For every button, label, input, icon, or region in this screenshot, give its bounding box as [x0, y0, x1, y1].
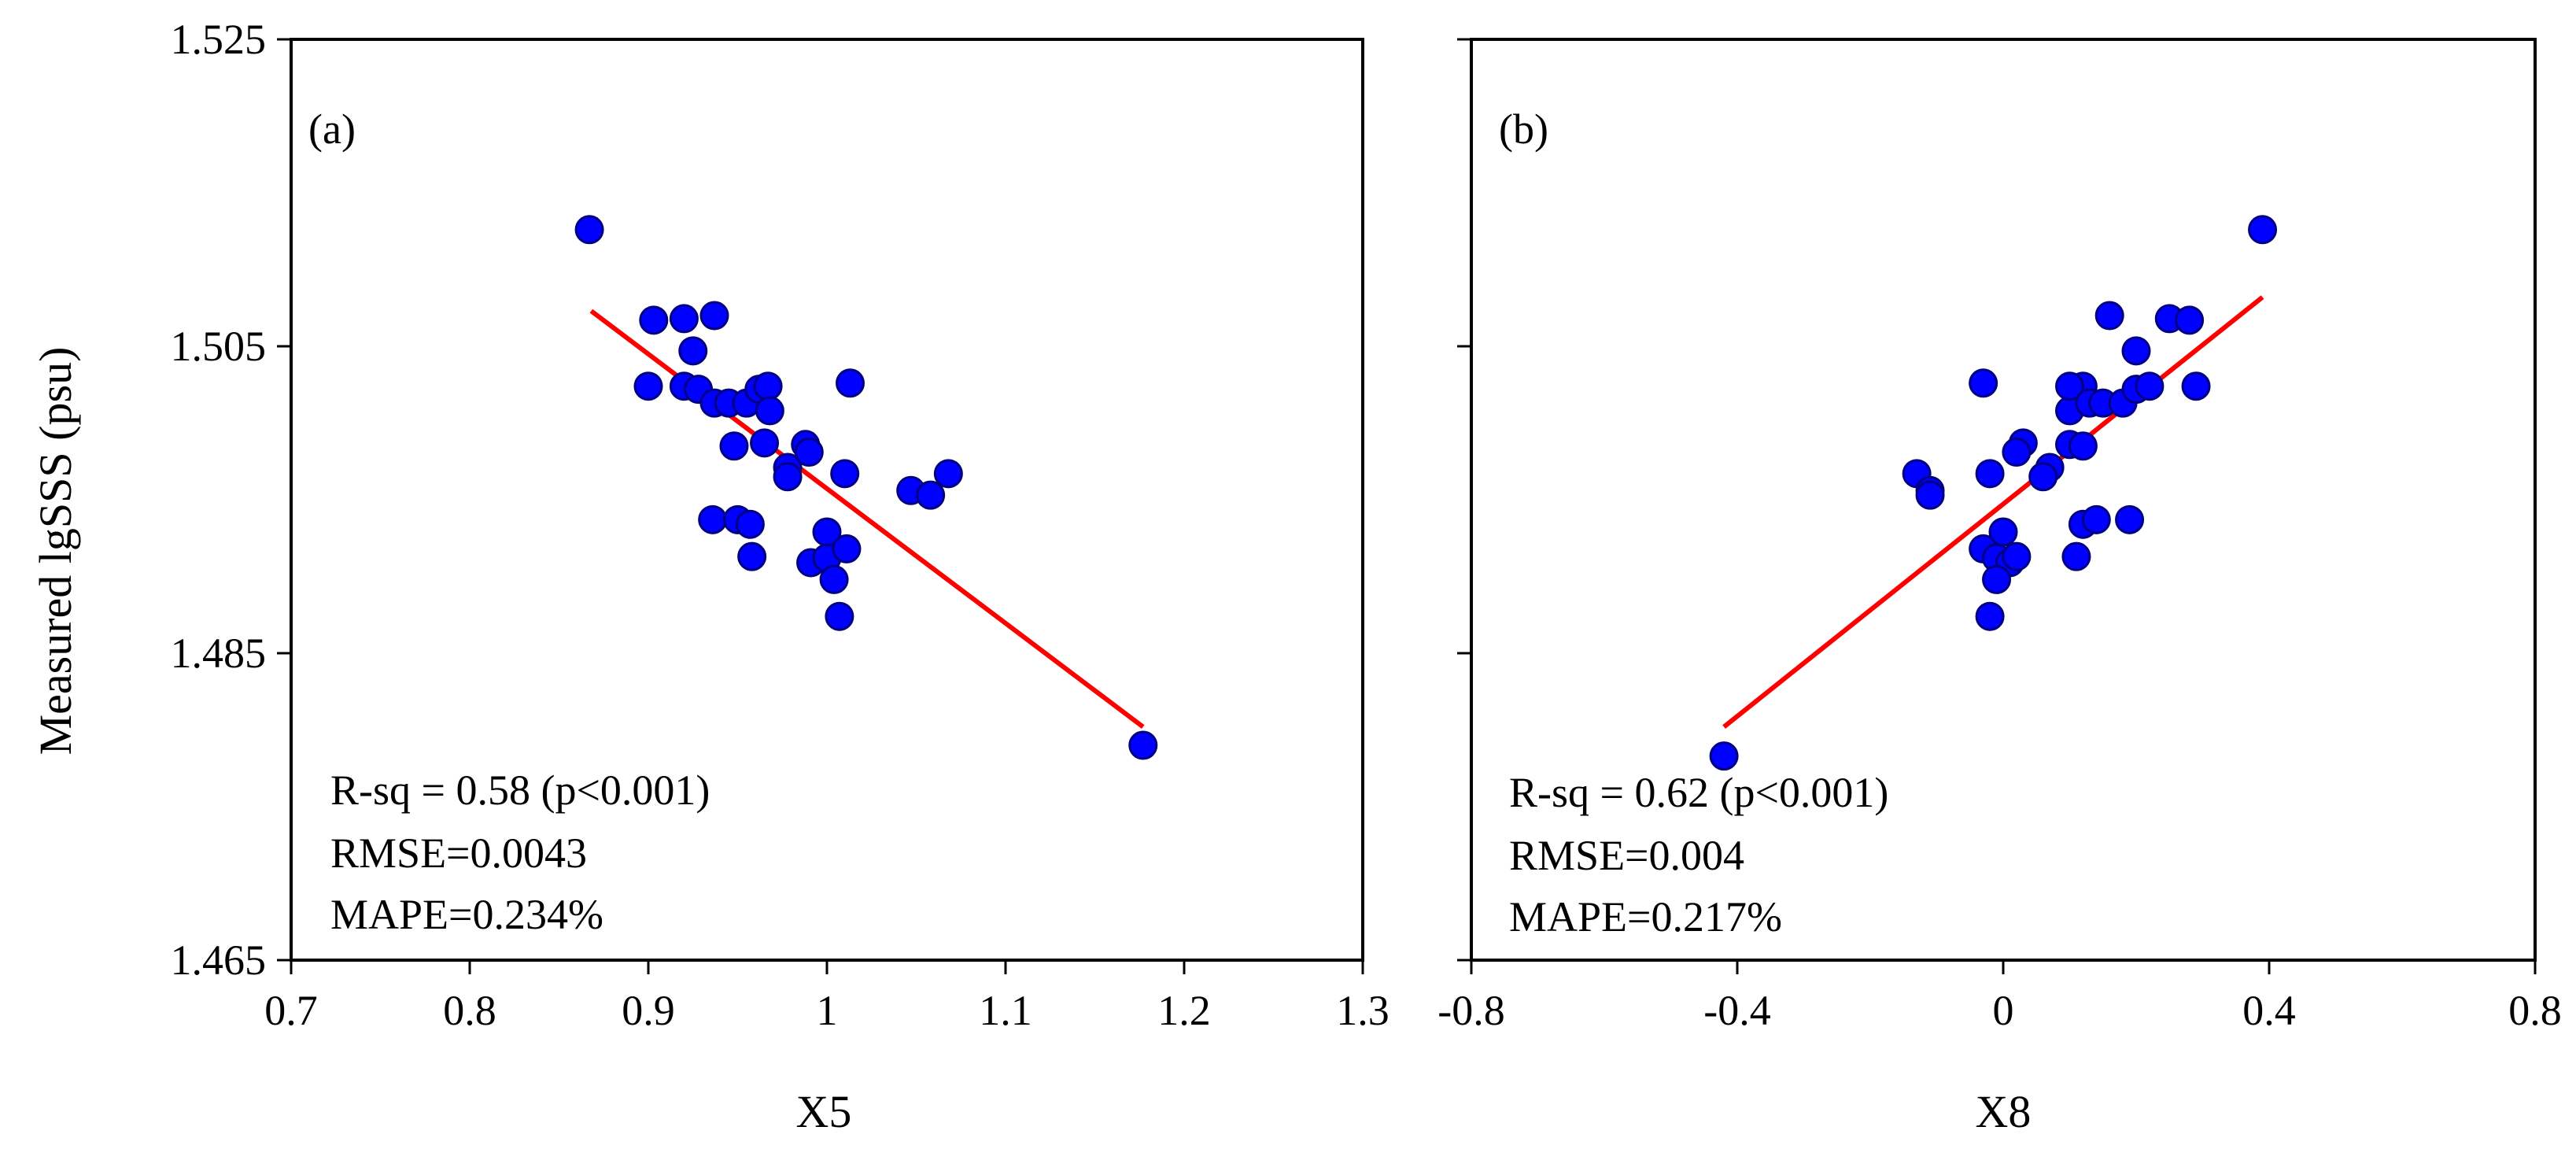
data-point-b — [1709, 741, 1739, 771]
data-point-b — [2115, 504, 2145, 534]
data-point-a — [755, 396, 784, 426]
data-point-a — [750, 428, 780, 458]
data-point-b — [2175, 305, 2205, 335]
x-tick-label-a: 1.2 — [1157, 987, 1211, 1034]
x-axis-title-b: X8 — [1976, 1086, 2032, 1137]
data-point-a — [678, 336, 708, 366]
data-point-b — [2181, 371, 2211, 401]
y-tick-label-a: 1.505 — [171, 323, 267, 370]
data-point-b — [2028, 462, 2058, 492]
data-point-a — [737, 541, 767, 571]
ticks-a — [277, 38, 1364, 974]
data-point-a — [699, 301, 729, 331]
x-tick-label-a: 0.8 — [443, 987, 496, 1034]
data-point-b — [1915, 480, 1945, 510]
data-point-b — [1975, 459, 2005, 489]
panel-label-a: (a) — [308, 105, 356, 153]
y-tick-label-a: 1.485 — [171, 630, 267, 677]
data-point-b — [1975, 601, 2005, 631]
data-point-b — [1969, 368, 1998, 398]
data-point-b — [2055, 371, 2084, 401]
data-point-a — [832, 534, 862, 563]
data-point-b — [2002, 438, 2032, 467]
data-point-a — [916, 480, 946, 510]
data-point-a — [669, 304, 699, 334]
data-point-b — [2121, 336, 2151, 366]
data-point-a — [574, 215, 604, 245]
data-point-b — [2002, 541, 2032, 571]
y-tick-label-a: 1.465 — [171, 937, 267, 984]
data-point-a — [735, 509, 765, 539]
data-point-a — [773, 462, 803, 492]
y-tick-label-a: 1.525 — [171, 16, 267, 63]
data-point-a — [830, 459, 860, 489]
stat-rsq-b: R-sq = 0.62 (p<0.001) — [1509, 769, 1888, 816]
data-point-a — [1128, 730, 1158, 760]
fit-line-a — [589, 308, 1145, 729]
data-point-a — [639, 305, 669, 335]
stat-mape-a: MAPE=0.234% — [330, 891, 603, 938]
points-a — [574, 215, 1158, 760]
data-point-a — [825, 601, 854, 631]
data-point-a — [698, 504, 728, 534]
plot-frame-a — [290, 38, 1364, 962]
data-point-b — [1982, 564, 2012, 594]
x-tick-label-b: 0.8 — [2508, 987, 2562, 1034]
x-axis-title-a: X5 — [796, 1086, 852, 1137]
x-tick-label-a: 1.3 — [1336, 987, 1389, 1034]
xtick-labels-a: 0.7 0.8 0.9 1 1.1 1.2 1.3 — [264, 987, 1389, 1034]
data-point-b — [2068, 431, 2098, 461]
x-tick-label-a: 1 — [817, 987, 838, 1034]
ticks-b — [1457, 38, 2537, 974]
panel-a: (a) 0.7 0.8 0.9 1 1.1 1.2 1.3 1.4651.4851.5051… — [30, 16, 1389, 1137]
stat-mape-b: MAPE=0.217% — [1509, 893, 1782, 940]
stat-rmse-a: RMSE=0.0043 — [330, 829, 587, 877]
data-point-b — [2094, 301, 2124, 331]
data-point-b — [2061, 541, 2091, 571]
x-tick-label-a: 1.1 — [979, 987, 1032, 1034]
plot-frame-b — [1470, 38, 2537, 962]
data-point-b — [2248, 215, 2278, 245]
x-tick-label-b: -0.4 — [1703, 987, 1770, 1034]
points-b — [1709, 215, 2278, 771]
panel-label-b: (b) — [1499, 105, 1548, 153]
panel-b: (b) -0.8 -0.4 0 0.4 0.8 R-sq = 0.62 (p<0.001… — [1437, 38, 2562, 1137]
stat-rmse-b: RMSE=0.004 — [1509, 832, 1744, 879]
data-point-a — [633, 371, 663, 401]
x-tick-label-a: 0.9 — [622, 987, 675, 1034]
x-tick-label-b: 0.4 — [2242, 987, 2296, 1034]
data-point-a — [836, 368, 865, 398]
data-point-a — [933, 459, 963, 489]
x-tick-label-a: 0.7 — [264, 987, 318, 1034]
xtick-labels-b: -0.8 -0.4 0 0.4 0.8 — [1437, 987, 2561, 1034]
data-point-b — [2081, 504, 2111, 534]
x-tick-label-b: -0.8 — [1437, 987, 1504, 1034]
data-point-b — [2135, 371, 2165, 401]
fit-line-b — [1722, 295, 2264, 729]
data-point-a — [794, 438, 824, 467]
x-tick-label-b: 0 — [1993, 987, 2014, 1034]
stat-rsq-a: R-sq = 0.58 (p<0.001) — [330, 767, 710, 814]
ytick-labels-a: 1.465 1.485 1.505 1.525 — [171, 16, 267, 984]
data-point-a — [753, 371, 783, 401]
data-point-a — [819, 564, 849, 594]
y-axis-title: Measured lgSSS (psu) — [30, 347, 81, 756]
data-point-a — [719, 431, 749, 461]
